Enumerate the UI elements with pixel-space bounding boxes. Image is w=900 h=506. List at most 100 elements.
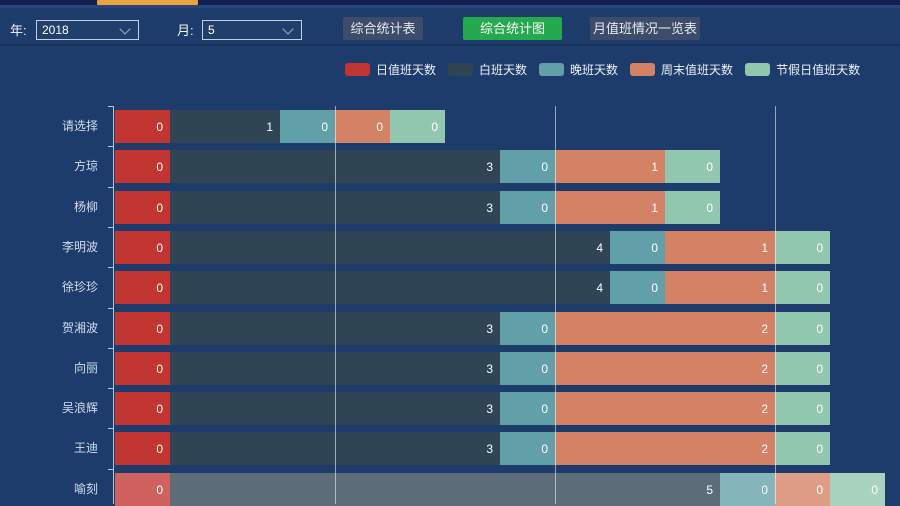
bar-value-label: 0 bbox=[761, 483, 768, 497]
bar-segment[interactable]: 4 bbox=[170, 271, 610, 304]
bar-segment[interactable]: 0 bbox=[115, 312, 170, 345]
bar-value-label: 0 bbox=[156, 201, 163, 215]
bar-value-label: 0 bbox=[321, 120, 328, 134]
bar-value-label: 0 bbox=[651, 241, 658, 255]
bar-segment[interactable]: 0 bbox=[500, 392, 555, 425]
bar-segment[interactable]: 0 bbox=[830, 473, 885, 506]
bar-stack: 03010 bbox=[115, 150, 720, 183]
bar-segment[interactable]: 0 bbox=[775, 231, 830, 264]
bar-value-label: 0 bbox=[816, 402, 823, 416]
bar-segment[interactable]: 0 bbox=[500, 312, 555, 345]
bar-value-label: 0 bbox=[376, 120, 383, 134]
bar-value-label: 0 bbox=[541, 201, 548, 215]
bar-segment[interactable]: 0 bbox=[115, 191, 170, 224]
bar-segment[interactable]: 2 bbox=[555, 352, 775, 385]
bar-segment[interactable]: 0 bbox=[775, 352, 830, 385]
bar-stack: 04010 bbox=[115, 271, 830, 304]
bar-value-label: 0 bbox=[156, 362, 163, 376]
bar-segment[interactable]: 0 bbox=[115, 271, 170, 304]
bar-value-label: 0 bbox=[156, 483, 163, 497]
bar-value-label: 4 bbox=[596, 241, 603, 255]
bar-value-label: 0 bbox=[156, 402, 163, 416]
bar-row: 请选择01000 bbox=[0, 110, 900, 143]
bar-segment[interactable]: 0 bbox=[775, 271, 830, 304]
bar-segment[interactable]: 0 bbox=[335, 110, 390, 143]
bar-value-label: 3 bbox=[486, 362, 493, 376]
bar-value-label: 1 bbox=[651, 160, 658, 174]
bar-row: 吴浪辉03020 bbox=[0, 392, 900, 425]
bar-segment[interactable]: 0 bbox=[500, 191, 555, 224]
y-axis-tick bbox=[108, 267, 113, 268]
bar-value-label: 2 bbox=[761, 402, 768, 416]
bar-segment[interactable]: 2 bbox=[555, 392, 775, 425]
category-label: 李明波 bbox=[0, 231, 106, 264]
bar-segment[interactable]: 0 bbox=[115, 110, 170, 143]
bar-segment[interactable]: 0 bbox=[115, 150, 170, 183]
bar-segment[interactable]: 0 bbox=[775, 473, 830, 506]
category-label: 徐珍珍 bbox=[0, 271, 106, 304]
bar-segment[interactable]: 0 bbox=[500, 352, 555, 385]
bar-segment[interactable]: 1 bbox=[170, 110, 280, 143]
bar-value-label: 0 bbox=[816, 442, 823, 456]
bar-value-label: 0 bbox=[431, 120, 438, 134]
bar-value-label: 0 bbox=[706, 160, 713, 174]
bar-value-label: 0 bbox=[541, 402, 548, 416]
bar-value-label: 0 bbox=[156, 241, 163, 255]
category-label: 向丽 bbox=[0, 352, 106, 385]
bar-value-label: 0 bbox=[816, 483, 823, 497]
bar-segment[interactable]: 0 bbox=[390, 110, 445, 143]
bar-segment[interactable]: 0 bbox=[500, 432, 555, 465]
category-label: 贺湘波 bbox=[0, 312, 106, 345]
bar-value-label: 0 bbox=[156, 160, 163, 174]
bar-segment[interactable]: 0 bbox=[115, 231, 170, 264]
bar-value-label: 2 bbox=[761, 442, 768, 456]
bar-value-label: 1 bbox=[651, 201, 658, 215]
bar-value-label: 3 bbox=[486, 160, 493, 174]
bar-segment[interactable]: 0 bbox=[665, 191, 720, 224]
bar-segment[interactable]: 0 bbox=[720, 473, 775, 506]
bar-segment[interactable]: 1 bbox=[555, 150, 665, 183]
bar-value-label: 2 bbox=[761, 322, 768, 336]
bar-value-label: 4 bbox=[596, 281, 603, 295]
bar-segment[interactable]: 1 bbox=[665, 271, 775, 304]
bar-segment[interactable]: 0 bbox=[115, 432, 170, 465]
bar-segment[interactable]: 2 bbox=[555, 432, 775, 465]
bar-row: 王迪03020 bbox=[0, 432, 900, 465]
bar-stack: 05000 bbox=[115, 473, 885, 506]
bar-segment[interactable]: 0 bbox=[115, 473, 170, 506]
bar-value-label: 1 bbox=[761, 241, 768, 255]
bar-segment[interactable]: 0 bbox=[610, 271, 665, 304]
stacked-bar-chart: 请选择01000方琼03010杨柳03010李明波04010徐珍珍04010贺湘… bbox=[0, 0, 900, 504]
bar-segment[interactable]: 1 bbox=[665, 231, 775, 264]
bar-value-label: 0 bbox=[706, 201, 713, 215]
bar-value-label: 0 bbox=[156, 322, 163, 336]
x-gridline bbox=[335, 106, 336, 504]
bar-stack: 0 1 0 0 0 bbox=[115, 110, 445, 143]
bar-segment[interactable]: 0 bbox=[775, 312, 830, 345]
bar-segment[interactable]: 0 bbox=[115, 352, 170, 385]
bar-segment[interactable]: 5 bbox=[170, 473, 720, 506]
bar-segment[interactable]: 0 bbox=[775, 392, 830, 425]
bar-value-label: 0 bbox=[816, 322, 823, 336]
bar-value-label: 0 bbox=[816, 281, 823, 295]
bar-value-label: 1 bbox=[266, 120, 273, 134]
y-axis-tick bbox=[108, 388, 113, 389]
bar-stack: 03020 bbox=[115, 352, 830, 385]
bar-segment[interactable]: 0 bbox=[500, 150, 555, 183]
x-gridline bbox=[775, 106, 776, 504]
bar-value-label: 0 bbox=[156, 120, 163, 134]
bar-segment[interactable]: 1 bbox=[555, 191, 665, 224]
bar-segment[interactable]: 4 bbox=[170, 231, 610, 264]
bar-row: 贺湘波03020 bbox=[0, 312, 900, 345]
bar-segment[interactable]: 0 bbox=[115, 392, 170, 425]
bar-stack: 03020 bbox=[115, 312, 830, 345]
bar-row: 喻刻05000 bbox=[0, 473, 900, 506]
y-axis-tick bbox=[108, 308, 113, 309]
bar-segment[interactable]: 0 bbox=[610, 231, 665, 264]
bar-segment[interactable]: 2 bbox=[555, 312, 775, 345]
bar-segment[interactable]: 0 bbox=[280, 110, 335, 143]
bar-segment[interactable]: 0 bbox=[665, 150, 720, 183]
x-gridline bbox=[555, 106, 556, 504]
bar-segment[interactable]: 0 bbox=[775, 432, 830, 465]
bar-value-label: 3 bbox=[486, 322, 493, 336]
